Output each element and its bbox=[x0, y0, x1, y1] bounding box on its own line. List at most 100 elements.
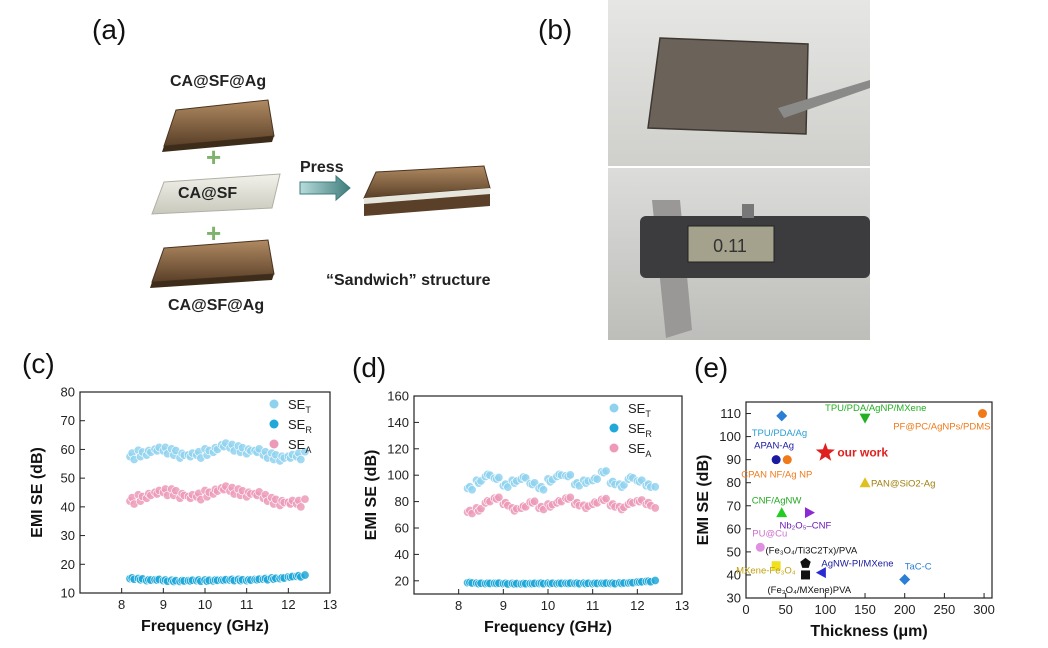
top-layer-label: CA@SF@Ag bbox=[170, 73, 266, 90]
y-tick-label: 80 bbox=[61, 385, 75, 400]
legend-subscript: T bbox=[305, 405, 311, 415]
data-point bbox=[467, 485, 477, 495]
y-tick-label: 140 bbox=[387, 415, 409, 430]
marker-triangle-down bbox=[859, 413, 871, 424]
data-point bbox=[494, 473, 504, 483]
x-axis-label: Frequency (GHz) bbox=[484, 619, 612, 636]
series-A bbox=[125, 481, 310, 512]
x-tick-label: 250 bbox=[934, 602, 956, 617]
series-R bbox=[463, 575, 660, 589]
tweezers-icon bbox=[778, 80, 870, 118]
y-tick-label: 30 bbox=[61, 528, 75, 543]
point-label: TaC-C bbox=[905, 562, 932, 573]
point-label: Nb₂O₅–CNF bbox=[779, 521, 831, 532]
y-tick-label: 50 bbox=[727, 544, 741, 559]
marker-circle bbox=[782, 455, 792, 465]
legend-subscript: R bbox=[305, 425, 312, 435]
panel-label-c: (c) bbox=[22, 348, 55, 379]
legend-entry: SER bbox=[628, 421, 652, 439]
marker-circle bbox=[755, 542, 765, 552]
press-arrow-icon bbox=[299, 174, 351, 202]
y-tick-label: 100 bbox=[719, 429, 741, 444]
marker-triangle-up bbox=[859, 477, 871, 488]
y-tick-label: 60 bbox=[727, 521, 741, 536]
y-axis-label: EMI SE (dB) bbox=[363, 450, 380, 541]
y-tick-label: 60 bbox=[395, 521, 409, 536]
marker-diamond bbox=[899, 574, 911, 586]
y-tick-label: 100 bbox=[387, 468, 409, 483]
point-label: PAN@SiO2-Ag bbox=[871, 479, 935, 490]
point-label: CPAN NF/Ag NP bbox=[741, 470, 812, 481]
y-tick-label: 40 bbox=[727, 567, 741, 582]
x-axis-label: Thickness (μm) bbox=[810, 623, 927, 640]
legend-entry: SEA bbox=[628, 441, 651, 459]
y-axis-label: EMI SE (dB) bbox=[30, 447, 46, 538]
legend-marker bbox=[269, 399, 279, 409]
x-tick-label: 10 bbox=[541, 598, 555, 613]
bottom-layer-label: CA@SF@Ag bbox=[168, 297, 264, 314]
marker-pentagon bbox=[800, 557, 811, 568]
legend-subscript: T bbox=[645, 409, 651, 419]
legend-entry: SET bbox=[288, 397, 311, 415]
legend-entry: SET bbox=[628, 401, 651, 419]
data-point bbox=[494, 492, 504, 502]
data-point bbox=[650, 482, 660, 492]
series-A bbox=[463, 492, 660, 518]
legend-entry: SER bbox=[288, 417, 312, 435]
data-point bbox=[300, 570, 310, 580]
result-label: “Sandwich” structure bbox=[326, 272, 491, 289]
point-label: TPU/PDA/Ag bbox=[752, 428, 807, 439]
point-label: CNF/AgNW bbox=[752, 496, 802, 507]
sandwich-schematic: CA@SF@Ag + CA@SF + CA@SF@Ag Press “Sandw… bbox=[150, 73, 491, 314]
point-label: APAN-Ag bbox=[754, 441, 794, 452]
point-label: our work bbox=[837, 446, 888, 460]
chart-c: 8 9 10 11 12 13 10 20 30 40 50 60 70 80 Frequency (GHz… bbox=[30, 385, 337, 636]
legend-marker bbox=[269, 439, 279, 449]
point-label: TPU/PDA/AgNP/MXene bbox=[825, 403, 926, 414]
x-tick-label: 11 bbox=[586, 598, 600, 613]
series-T bbox=[125, 438, 310, 466]
marker-diamond bbox=[776, 410, 788, 422]
marker-square bbox=[771, 561, 781, 571]
x-axis-label: Frequency (GHz) bbox=[141, 618, 269, 635]
y-tick-label: 120 bbox=[387, 441, 409, 456]
marker-triangle-right bbox=[804, 507, 815, 519]
marker-circle bbox=[977, 409, 987, 419]
x-tick-label: 12 bbox=[281, 597, 295, 612]
legend-marker bbox=[609, 443, 619, 453]
data-point bbox=[592, 474, 602, 484]
y-axis-label: EMI SE (dB) bbox=[695, 455, 712, 546]
y-tick-label: 90 bbox=[727, 452, 741, 467]
data-point bbox=[565, 470, 575, 480]
press-label: Press bbox=[300, 159, 344, 176]
series-R bbox=[125, 570, 310, 587]
point-label: (Fe₃O₄/MXene)PVA bbox=[768, 585, 852, 596]
point-label: PF@PC/AgNPs/PDMS bbox=[893, 422, 990, 433]
marker-circle bbox=[771, 455, 781, 465]
plus-icon: + bbox=[206, 142, 221, 172]
pressed-sandwich bbox=[363, 165, 491, 216]
y-tick-label: 40 bbox=[61, 499, 75, 514]
x-tick-label: 200 bbox=[894, 602, 916, 617]
bottom-ag-layer bbox=[150, 239, 275, 288]
point-label: (Fe₃O₄/Ti3C2Tx)/PVA bbox=[766, 545, 858, 556]
point-label: AgNW-PI/MXene bbox=[821, 559, 893, 570]
x-tick-label: 150 bbox=[854, 602, 876, 617]
legend-marker bbox=[609, 403, 619, 413]
data-point bbox=[601, 494, 611, 504]
legend-marker bbox=[269, 419, 279, 429]
x-tick-label: 12 bbox=[630, 598, 644, 613]
panel-label-e: (e) bbox=[694, 352, 729, 383]
chart-e: 0 50 100 150 200 250 300 30 40 50 60 70 80 90 100 110 Th… bbox=[695, 401, 995, 640]
y-tick-label: 30 bbox=[727, 591, 741, 606]
x-tick-label: 11 bbox=[240, 597, 254, 612]
series-T bbox=[463, 466, 660, 495]
photo-sample-tweezers bbox=[608, 0, 870, 166]
plus-icon: + bbox=[206, 218, 221, 248]
x-tick-label: 50 bbox=[778, 602, 792, 617]
y-tick-label: 80 bbox=[727, 475, 741, 490]
middle-sf-layer bbox=[151, 173, 281, 215]
y-tick-label: 70 bbox=[727, 498, 741, 513]
sample-photos: 0.11 bbox=[608, 0, 870, 340]
caliper-reading: 0.11 bbox=[713, 236, 747, 256]
